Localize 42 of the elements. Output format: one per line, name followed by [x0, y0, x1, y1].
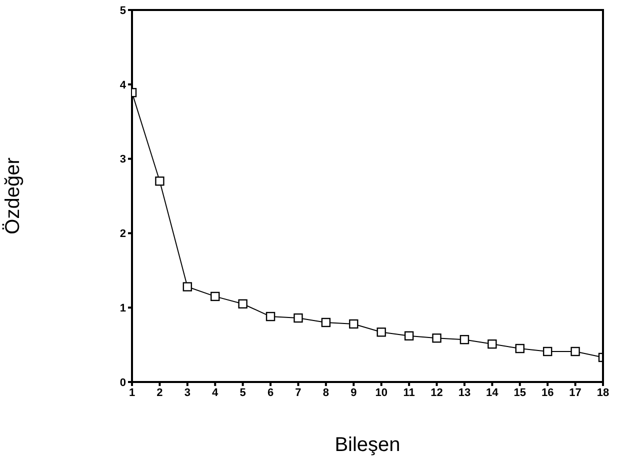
y-tick-label: 5 [120, 4, 126, 17]
point [515, 344, 524, 354]
x-tick-label: 10 [375, 386, 388, 399]
point [460, 334, 470, 344]
x-tick-label: 13 [458, 386, 471, 399]
x-tick-label: 8 [322, 386, 330, 399]
point [404, 331, 414, 340]
point [155, 176, 164, 186]
y-tick-label: 3 [120, 154, 126, 166]
point [238, 299, 248, 308]
x-tick-label: 14 [486, 386, 500, 399]
x-tick-label: 18 [596, 386, 610, 399]
point [182, 282, 192, 292]
y-tick-label: 4 [120, 79, 127, 92]
x-tick-label: 1 [128, 386, 136, 399]
x-tick-label: 6 [267, 386, 274, 399]
x-tick-label: 17 [569, 386, 582, 399]
x-tick-label: 7 [295, 386, 302, 399]
x-tick-label: 4 [212, 386, 220, 399]
y-tick-label: 1 [120, 302, 126, 315]
x-tick-label: 12 [430, 386, 443, 399]
point [488, 339, 497, 349]
x-tick-label: 16 [541, 386, 554, 399]
point [376, 328, 386, 337]
point [349, 319, 358, 329]
y-tick-label: 0 [120, 376, 126, 389]
x-tick-label: 3 [184, 386, 190, 399]
point [266, 312, 276, 322]
y-axis-title: Özdeğer [2, 157, 24, 234]
x-tick-label: 9 [350, 386, 357, 399]
x-tick-label: 2 [156, 386, 163, 399]
x-tick-label: 11 [403, 386, 415, 399]
point [210, 292, 220, 302]
point [432, 334, 442, 343]
y-tick-label: 2 [120, 228, 126, 240]
point [294, 313, 303, 323]
x-axis-title: Bileşen [334, 434, 400, 456]
x-tick-label: 15 [514, 386, 526, 399]
point [570, 346, 580, 356]
x-tick-label: 5 [240, 386, 246, 399]
point [321, 318, 331, 328]
point [542, 346, 552, 356]
